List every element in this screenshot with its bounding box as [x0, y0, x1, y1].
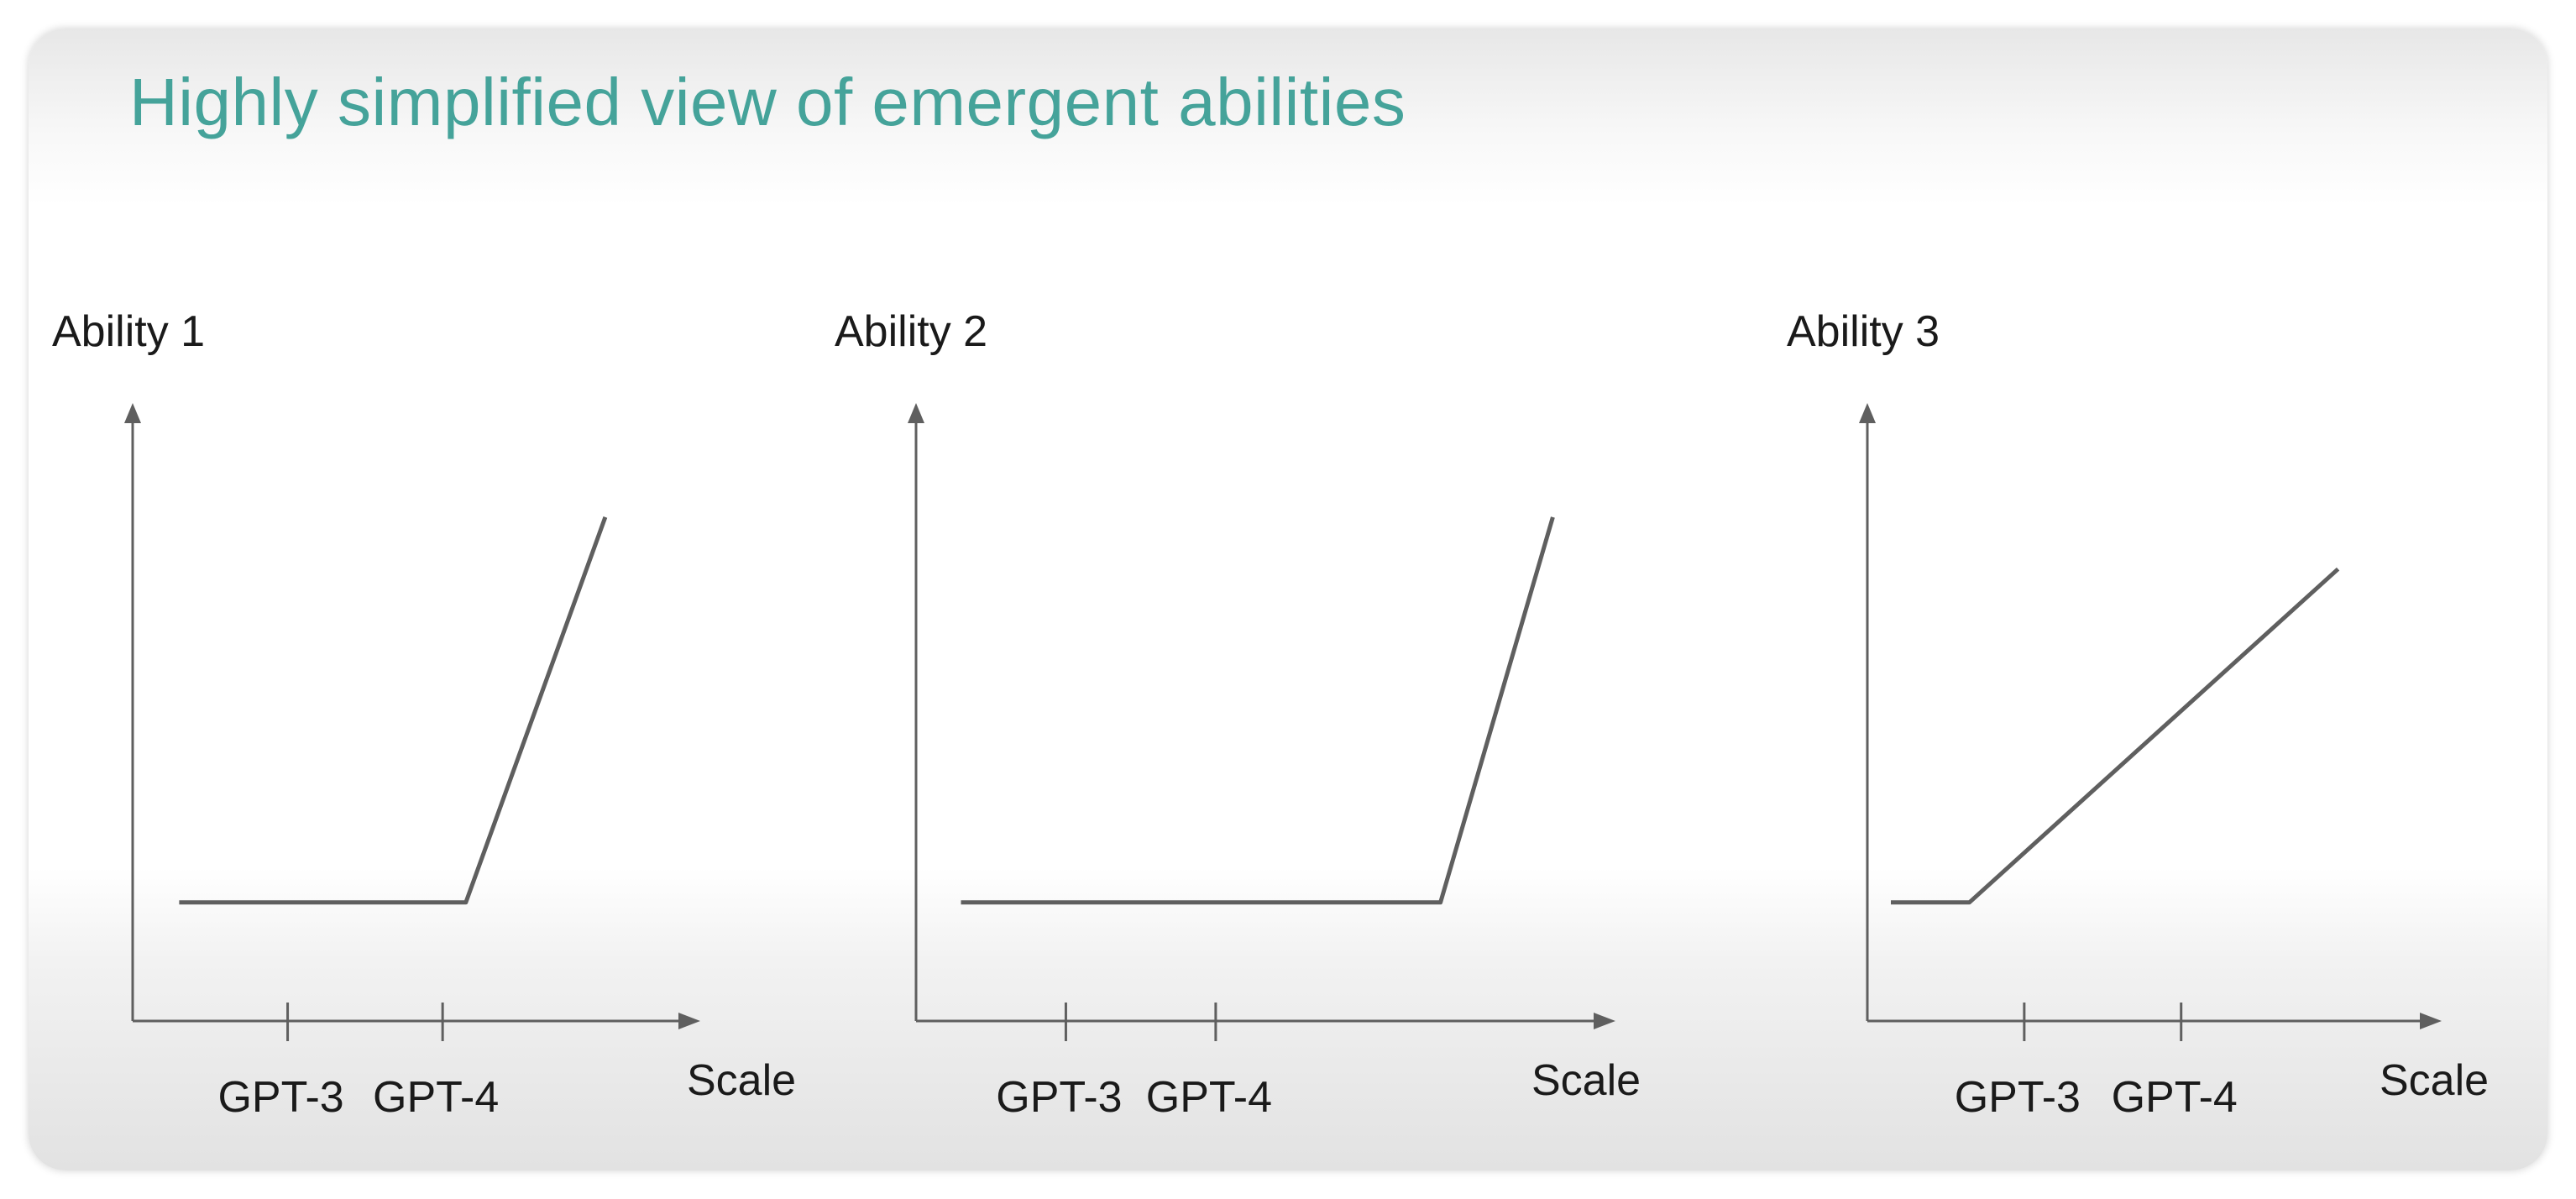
- chart-panel-1: Ability 1 Scale GPT-3 GPT-4: [52, 307, 796, 1122]
- y-axis-label: Ability 3: [1787, 307, 1940, 356]
- series-line: [961, 516, 1555, 905]
- x-tick-label: GPT-3: [217, 1073, 343, 1122]
- x-tick-label: GPT-4: [1146, 1073, 1272, 1122]
- y-axis-arrow-icon: [1859, 403, 1876, 423]
- x-axis-arrow-icon: [678, 1013, 700, 1029]
- y-axis-arrow-icon: [908, 403, 924, 423]
- x-axis-label: Scale: [687, 1056, 796, 1105]
- x-axis-label: Scale: [2380, 1056, 2489, 1105]
- x-tick-label: GPT-4: [2112, 1073, 2238, 1122]
- x-axis-label: Scale: [1531, 1056, 1641, 1105]
- series-line: [179, 516, 608, 905]
- slide: Highly simplified view of emergent abili…: [29, 29, 2547, 1170]
- y-axis-label: Ability 1: [52, 307, 205, 356]
- y-axis-arrow-icon: [124, 403, 141, 423]
- x-tick-label: GPT-4: [373, 1073, 499, 1122]
- x-axis-arrow-icon: [2420, 1013, 2442, 1029]
- slide-title: Highly simplified view of emergent abili…: [129, 65, 1406, 139]
- x-tick-label: GPT-3: [1955, 1073, 2081, 1122]
- y-axis-label: Ability 2: [835, 307, 987, 356]
- charts-area: Ability 1 Scale GPT-3 GPT-4 Ability 2 Scale GP…: [52, 307, 2489, 1122]
- series-line: [1891, 567, 2340, 905]
- chart-panel-2: Ability 2 Scale GPT-3 GPT-4: [835, 307, 1641, 1122]
- x-axis-arrow-icon: [1594, 1013, 1615, 1029]
- chart-panel-3: Ability 3 Scale GPT-3 GPT-4: [1787, 307, 2489, 1122]
- x-tick-label: GPT-3: [996, 1073, 1122, 1122]
